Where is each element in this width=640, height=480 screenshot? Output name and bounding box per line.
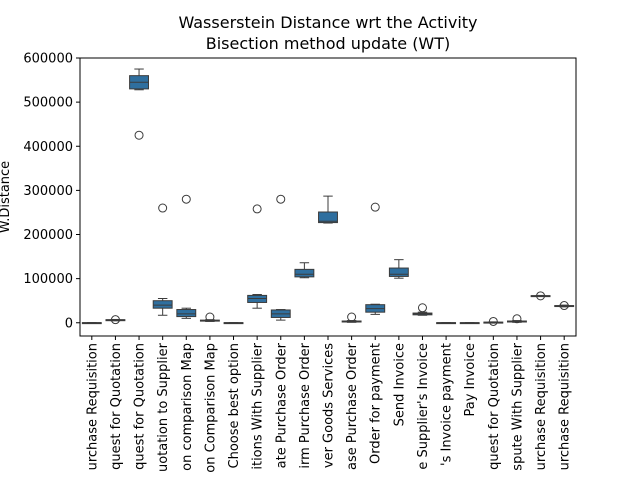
x-tick-label: e Supplier's Invoice [416,343,431,470]
box [176,309,197,318]
y-tick-label: 500000 [23,96,73,111]
x-tick-label: urchase Requisition [85,343,100,470]
chart-title-line2: Bisection method update (WT) [206,34,451,53]
outlier-point [158,203,168,213]
x-tick-label: Send Invoice [392,343,407,426]
x-tick-label: ase Purchase Order [345,342,360,470]
outlier-point [417,303,427,313]
plot-area: 0 100000 200000 300000 400000 500000 600000 urc… [23,52,577,473]
box [294,268,315,278]
box [388,267,409,277]
x-tick-label: ver Goods Services [322,343,337,468]
y-tick-label: 100000 [23,272,73,287]
x-tick-label: Order for payment [369,343,384,464]
y-tick-label: 400000 [23,140,73,155]
outlier-point [205,312,215,322]
box [318,211,338,224]
y-axis-label: W.Distance [0,161,13,233]
x-tick-label: on Comparison Map [203,343,218,473]
axes-frame [79,57,577,337]
x-tick-label: Pay Invoice [463,343,478,417]
x-tick-label: 's Invoice payment [440,343,455,466]
chart-title-line1: Wasserstein Distance wrt the Activity [178,13,477,32]
x-tick-label: uotation to Supplier [156,342,171,472]
x-tick-label: quest for Quotation [109,343,124,470]
x-tick-label: irm Purchase Order [298,342,313,468]
outlier-point [512,314,522,324]
x-tick-label: on comparison Map [180,343,195,471]
x-tick-label: urchase Requisition [534,343,549,470]
outlier-point [559,301,569,311]
y-tick-label: 200000 [23,228,73,243]
outlier-point [134,130,144,140]
x-tick-label: urchase Requisition [558,343,573,470]
y-tick-label: 300000 [23,184,73,199]
outlier-point [110,315,120,325]
outlier-point [536,291,546,301]
x-tick-label: spute With Supplier [510,342,525,470]
x-tick-label: quest for Quotation [487,343,502,470]
y-tick-label: 0 [65,316,73,331]
x-tick-label: quest for Quotation [133,343,148,470]
x-tick-label: itions With Supplier [251,342,266,469]
x-tick-label: ate Purchase Order [274,342,289,468]
outlier-point [347,312,357,322]
outlier-point [488,316,498,326]
outlier-point [276,194,286,204]
outlier-point [370,202,380,212]
box [152,300,173,309]
y-tick-label: 600000 [23,52,73,67]
x-tick-label: Choose best option [227,343,242,469]
outlier-point [252,204,262,214]
outlier-point [181,194,191,204]
